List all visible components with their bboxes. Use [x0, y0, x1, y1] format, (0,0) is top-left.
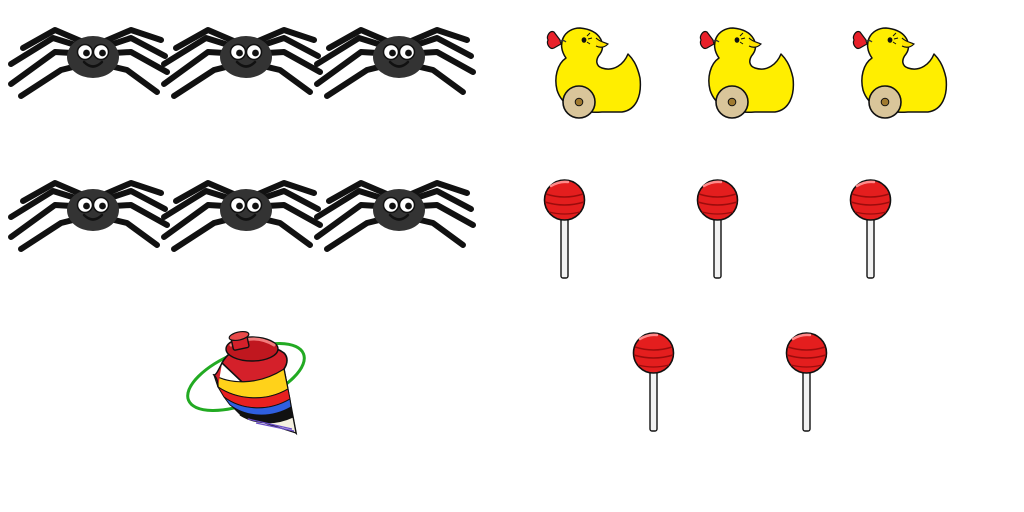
toy-duck-icon — [852, 27, 948, 119]
spider-icon — [317, 183, 473, 249]
spider-icon — [164, 183, 320, 249]
spider-group — [11, 30, 473, 249]
toy-duck-group — [546, 27, 948, 119]
lollipop-icon — [632, 331, 675, 433]
spinning-top-icon — [186, 330, 306, 436]
spider-icon — [11, 183, 167, 249]
spider-icon — [164, 30, 320, 96]
lollipop-icon — [543, 178, 586, 280]
toy-duck-icon — [546, 27, 642, 119]
lollipop-group — [543, 178, 892, 433]
lollipop-icon — [785, 331, 828, 433]
lollipop-icon — [849, 178, 892, 280]
toy-duck-icon — [699, 27, 795, 119]
spider-icon — [11, 30, 167, 96]
lollipop-icon — [696, 178, 739, 280]
spider-icon — [317, 30, 473, 96]
